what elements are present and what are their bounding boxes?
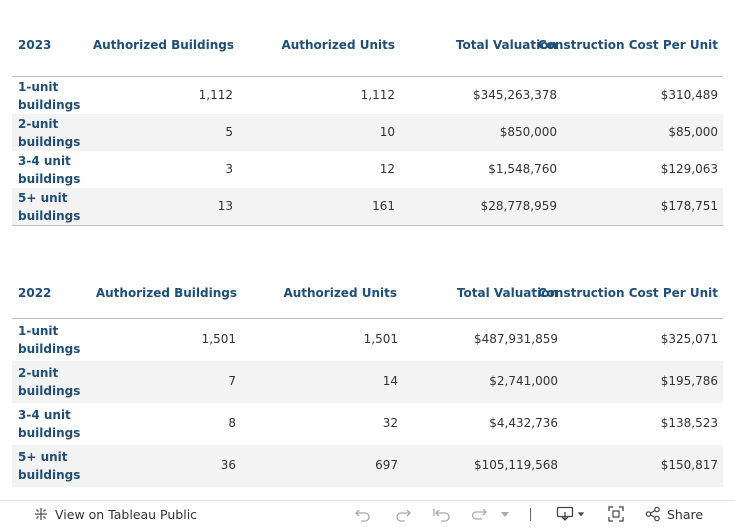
cell-total-valuation: $4,432,736 xyxy=(489,416,558,430)
cell-authorized-units: 10 xyxy=(379,125,395,139)
share-label: Share xyxy=(667,506,704,522)
row-label: 3-4 unit buildings xyxy=(18,154,81,186)
cell-cost-per-unit: $85,000 xyxy=(668,125,718,139)
cell-total-valuation: $850,000 xyxy=(499,125,557,139)
cell-cost-per-unit: $325,071 xyxy=(660,332,718,346)
cell-authorized-buildings: 36 xyxy=(220,458,236,472)
header-separator xyxy=(12,318,723,319)
table-row[interactable]: 3-4 unit buildings 3 12 $1,548,760 $129,… xyxy=(12,151,723,188)
col-header-authorized-buildings[interactable]: Authorized Buildings xyxy=(95,286,237,300)
cell-cost-per-unit: $178,751 xyxy=(660,199,718,213)
fullscreen-button[interactable] xyxy=(607,501,625,527)
cell-authorized-units: 12 xyxy=(379,162,395,176)
cell-authorized-units: 32 xyxy=(382,416,398,430)
col-header-authorized-units[interactable]: Authorized Units xyxy=(283,286,397,300)
tableau-logo-icon xyxy=(33,506,49,522)
cell-cost-per-unit: $150,817 xyxy=(660,458,718,472)
download-icon xyxy=(556,506,574,522)
table-body-2023: 1-unit buildings 1,112 1,112 $345,263,37… xyxy=(12,77,723,225)
table-body-2022: 1-unit buildings 1,501 1,501 $487,931,85… xyxy=(12,319,723,487)
header-separator xyxy=(12,76,723,77)
cell-authorized-buildings: 5 xyxy=(225,125,233,139)
undo-button[interactable] xyxy=(354,501,372,527)
download-button[interactable] xyxy=(556,501,585,527)
cell-total-valuation: $105,119,568 xyxy=(474,458,558,472)
cell-authorized-units: 161 xyxy=(372,199,395,213)
refresh-button[interactable] xyxy=(470,501,488,527)
cell-authorized-units: 1,501 xyxy=(363,332,398,346)
table-row[interactable]: 1-unit buildings 1,112 1,112 $345,263,37… xyxy=(12,77,723,114)
table-row[interactable]: 2-unit buildings 7 14 $2,741,000 $195,78… xyxy=(12,361,723,403)
undo-icon xyxy=(354,506,372,522)
cell-authorized-buildings: 13 xyxy=(217,199,233,213)
row-label: 1-unit buildings xyxy=(18,324,81,356)
cell-total-valuation: $487,931,859 xyxy=(474,332,558,346)
table-2023: 2023 Authorized Buildings Authorized Uni… xyxy=(12,25,723,226)
revert-icon xyxy=(432,506,452,522)
refresh-dropdown[interactable] xyxy=(500,501,510,527)
cell-cost-per-unit: $310,489 xyxy=(660,88,718,102)
col-header-total-valuation[interactable]: Total Valuation xyxy=(455,38,557,52)
col-header-total-valuation[interactable]: Total Valuation xyxy=(456,286,558,300)
row-label: 3-4 unit buildings xyxy=(18,408,81,440)
table-row[interactable]: 2-unit buildings 5 10 $850,000 $85,000 xyxy=(12,114,723,151)
col-header-authorized-units[interactable]: Authorized Units xyxy=(281,38,395,52)
cell-total-valuation: $345,263,378 xyxy=(473,88,557,102)
cell-authorized-units: 1,112 xyxy=(360,88,395,102)
dropdown-caret-icon xyxy=(577,510,585,518)
table-header-2023: 2023 Authorized Buildings Authorized Uni… xyxy=(12,25,723,65)
col-header-authorized-buildings[interactable]: Authorized Buildings xyxy=(92,38,234,52)
year-header: 2022 xyxy=(18,286,52,300)
row-label: 5+ unit buildings xyxy=(18,450,81,482)
cell-total-valuation: $1,548,760 xyxy=(488,162,557,176)
year-header: 2023 xyxy=(18,38,52,52)
cell-authorized-buildings: 8 xyxy=(228,416,236,430)
redo-icon xyxy=(394,506,412,522)
table-row[interactable]: 1-unit buildings 1,501 1,501 $487,931,85… xyxy=(12,319,723,361)
cell-cost-per-unit: $129,063 xyxy=(660,162,718,176)
cell-cost-per-unit: $138,523 xyxy=(660,416,718,430)
col-header-construction-cost-per-unit[interactable]: Construction Cost Per Unit xyxy=(537,38,718,52)
cell-total-valuation: $28,778,959 xyxy=(480,199,557,213)
table-row[interactable]: 5+ unit buildings 13 161 $28,778,959 $17… xyxy=(12,188,723,225)
table-header-2022: 2022 Authorized Buildings Authorized Uni… xyxy=(12,273,723,313)
fullscreen-icon xyxy=(607,505,625,523)
toolbar-divider xyxy=(530,508,531,521)
table-row[interactable]: 3-4 unit buildings 8 32 $4,432,736 $138,… xyxy=(12,403,723,445)
share-button[interactable]: Share xyxy=(645,501,703,527)
redo-button[interactable] xyxy=(394,501,412,527)
table-row[interactable]: 5+ unit buildings 36 697 $105,119,568 $1… xyxy=(12,445,723,487)
viz-area: 2023 Authorized Buildings Authorized Uni… xyxy=(12,25,723,487)
cell-cost-per-unit: $195,786 xyxy=(660,374,718,388)
row-label: 1-unit buildings xyxy=(18,80,81,112)
refresh-icon xyxy=(470,506,488,522)
row-label: 5+ unit buildings xyxy=(18,191,81,223)
revert-button[interactable] xyxy=(432,501,452,527)
dropdown-caret-icon xyxy=(500,509,510,519)
cell-authorized-units: 697 xyxy=(375,458,398,472)
cell-authorized-buildings: 1,501 xyxy=(201,332,236,346)
view-on-tableau-public-link[interactable]: View on Tableau Public xyxy=(33,501,197,527)
cell-authorized-buildings: 3 xyxy=(225,162,233,176)
view-on-tableau-public-label: View on Tableau Public xyxy=(55,506,198,522)
share-icon xyxy=(645,506,661,522)
col-header-construction-cost-per-unit[interactable]: Construction Cost Per Unit xyxy=(537,286,718,300)
tableau-toolbar: View on Tableau Public xyxy=(0,500,735,527)
cell-total-valuation: $2,741,000 xyxy=(489,374,558,388)
row-label: 2-unit buildings xyxy=(18,366,81,398)
row-label: 2-unit buildings xyxy=(18,117,81,149)
cell-authorized-buildings: 1,112 xyxy=(198,88,233,102)
table-2022: 2022 Authorized Buildings Authorized Uni… xyxy=(12,273,723,487)
cell-authorized-units: 14 xyxy=(382,374,398,388)
cell-authorized-buildings: 7 xyxy=(228,374,236,388)
table-bottom-separator xyxy=(12,225,723,226)
